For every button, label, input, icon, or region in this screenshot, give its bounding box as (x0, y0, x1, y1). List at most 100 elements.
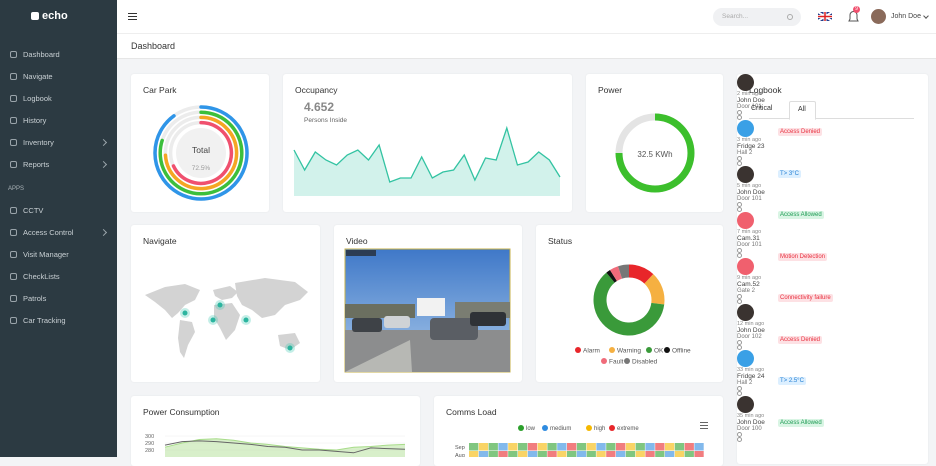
entry-location: Gate 2 (737, 288, 756, 294)
tab-line (749, 118, 914, 119)
entry-time: 9 min ago (737, 275, 762, 281)
event-badge: Motion Detection (778, 252, 828, 261)
card-title: Video (346, 236, 368, 246)
language-flag[interactable] (818, 12, 832, 21)
location-icon (737, 294, 742, 299)
card-title: Occupancy (295, 85, 338, 95)
user-name[interactable]: John Doe (891, 13, 921, 20)
occupancy-value: 4.652 (304, 100, 335, 114)
card-title: Power Consumption (143, 407, 220, 417)
nav-icon (10, 206, 17, 214)
menu-toggle[interactable] (128, 13, 137, 20)
nav-item[interactable]: Car Tracking (10, 314, 108, 326)
nav-label: Logbook (23, 93, 52, 103)
nav-item[interactable]: CheckLists (10, 270, 108, 282)
time-icon (737, 207, 742, 212)
occupancy-card: Occupancy 4.652 Persons Inside (283, 74, 572, 212)
search-placeholder: Search... (722, 13, 749, 20)
nav-icon (10, 94, 17, 102)
entry-location: Door 101 (737, 196, 762, 202)
card-title: Power (598, 85, 623, 95)
nav-item[interactable]: CCTV (10, 204, 108, 216)
location-icon (737, 386, 742, 391)
comms-load-card: Comms Load (434, 396, 723, 466)
user-caret[interactable] (923, 13, 929, 19)
nav-icon (10, 50, 17, 58)
video-card: Video (334, 225, 522, 382)
nav-label: Car Tracking (23, 315, 66, 325)
entry-location: Door 101 (737, 104, 762, 110)
location-icon (737, 432, 742, 437)
navigate-card: Navigate (131, 225, 320, 382)
nav-item[interactable]: Access Control (10, 226, 108, 238)
chart-menu[interactable] (700, 422, 708, 429)
search-box[interactable]: Search... (713, 8, 801, 26)
entry-time: 7 min ago (737, 229, 762, 235)
logbook-card: Logbook Critical All Access Denied 2 min … (737, 74, 928, 464)
time-icon (737, 299, 742, 304)
entry-avatar (737, 212, 754, 229)
nav-item[interactable]: Dashboard (10, 48, 108, 60)
chevron (99, 138, 108, 146)
car-park-card: Car Park (131, 74, 269, 212)
notification-badge: 9 (853, 6, 860, 13)
nav-icon (10, 72, 17, 80)
time-icon (737, 391, 742, 396)
nav-label: Patrols (23, 293, 47, 303)
nav-item[interactable]: Navigate (10, 70, 108, 82)
card-title: Navigate (143, 236, 177, 246)
nav-item[interactable]: Patrols (10, 292, 108, 304)
nav-icon (10, 160, 17, 168)
entry-avatar (737, 350, 754, 367)
entry-location: Door 102 (737, 334, 762, 340)
event-badge: T> 2.5°C (778, 377, 806, 385)
nav-label: History (23, 115, 47, 125)
time-icon (737, 161, 742, 166)
nav-item[interactable]: History (10, 114, 108, 126)
tab-active[interactable]: All (789, 101, 816, 120)
entry-avatar (737, 304, 754, 321)
nav-icon (10, 294, 17, 302)
entry-subject: John Doe (737, 97, 765, 104)
nav-label: Inventory (23, 137, 54, 147)
entry-subject: John Doe (737, 327, 765, 334)
location-icon (737, 202, 742, 207)
power-consumption-card: Power Consumption (131, 396, 420, 466)
entry-avatar (737, 120, 754, 137)
brand-name: echo (42, 10, 68, 22)
nav-item[interactable]: Reports (10, 158, 108, 170)
nav-icon (10, 272, 17, 280)
event-badge: T> 3°C (778, 169, 801, 178)
event-badge: Access Denied (778, 335, 823, 344)
entry-subject: John Doe (737, 189, 765, 196)
entry-time: 33 min ago (737, 367, 765, 373)
location-icon (737, 110, 742, 115)
time-icon (737, 253, 742, 258)
entry-avatar (737, 258, 754, 275)
user-avatar[interactable] (871, 9, 886, 24)
page-title: Dashboard (131, 41, 176, 51)
entry-location: Hall 2 (737, 380, 753, 386)
entry-subject: Cam.31 (737, 235, 760, 242)
nav-item[interactable]: Logbook (10, 92, 108, 104)
entry-time: 2 min ago (737, 91, 762, 97)
tab[interactable]: Critical (751, 105, 773, 112)
nav-item[interactable]: Inventory (10, 136, 108, 148)
time-icon (737, 115, 742, 120)
location-icon (737, 340, 742, 345)
nav-item[interactable]: Visit Manager (10, 248, 108, 260)
entry-time: 12 min ago (737, 321, 765, 327)
entry-subject: Fridge 24 (737, 373, 765, 380)
nav-label: Dashboard (23, 49, 60, 59)
event-badge: Connectivity failure (778, 294, 833, 302)
search-icon (787, 14, 793, 20)
nav-icon (10, 250, 17, 258)
status-card: Status (536, 225, 723, 382)
occupancy-label: Persons Inside (304, 117, 347, 124)
entry-subject: Fridge 23 (737, 143, 765, 150)
nav-icon (10, 316, 17, 324)
card-title: Logbook (749, 85, 782, 95)
nav-label: CCTV (23, 205, 44, 215)
entry-time: 3 min ago (737, 137, 762, 143)
